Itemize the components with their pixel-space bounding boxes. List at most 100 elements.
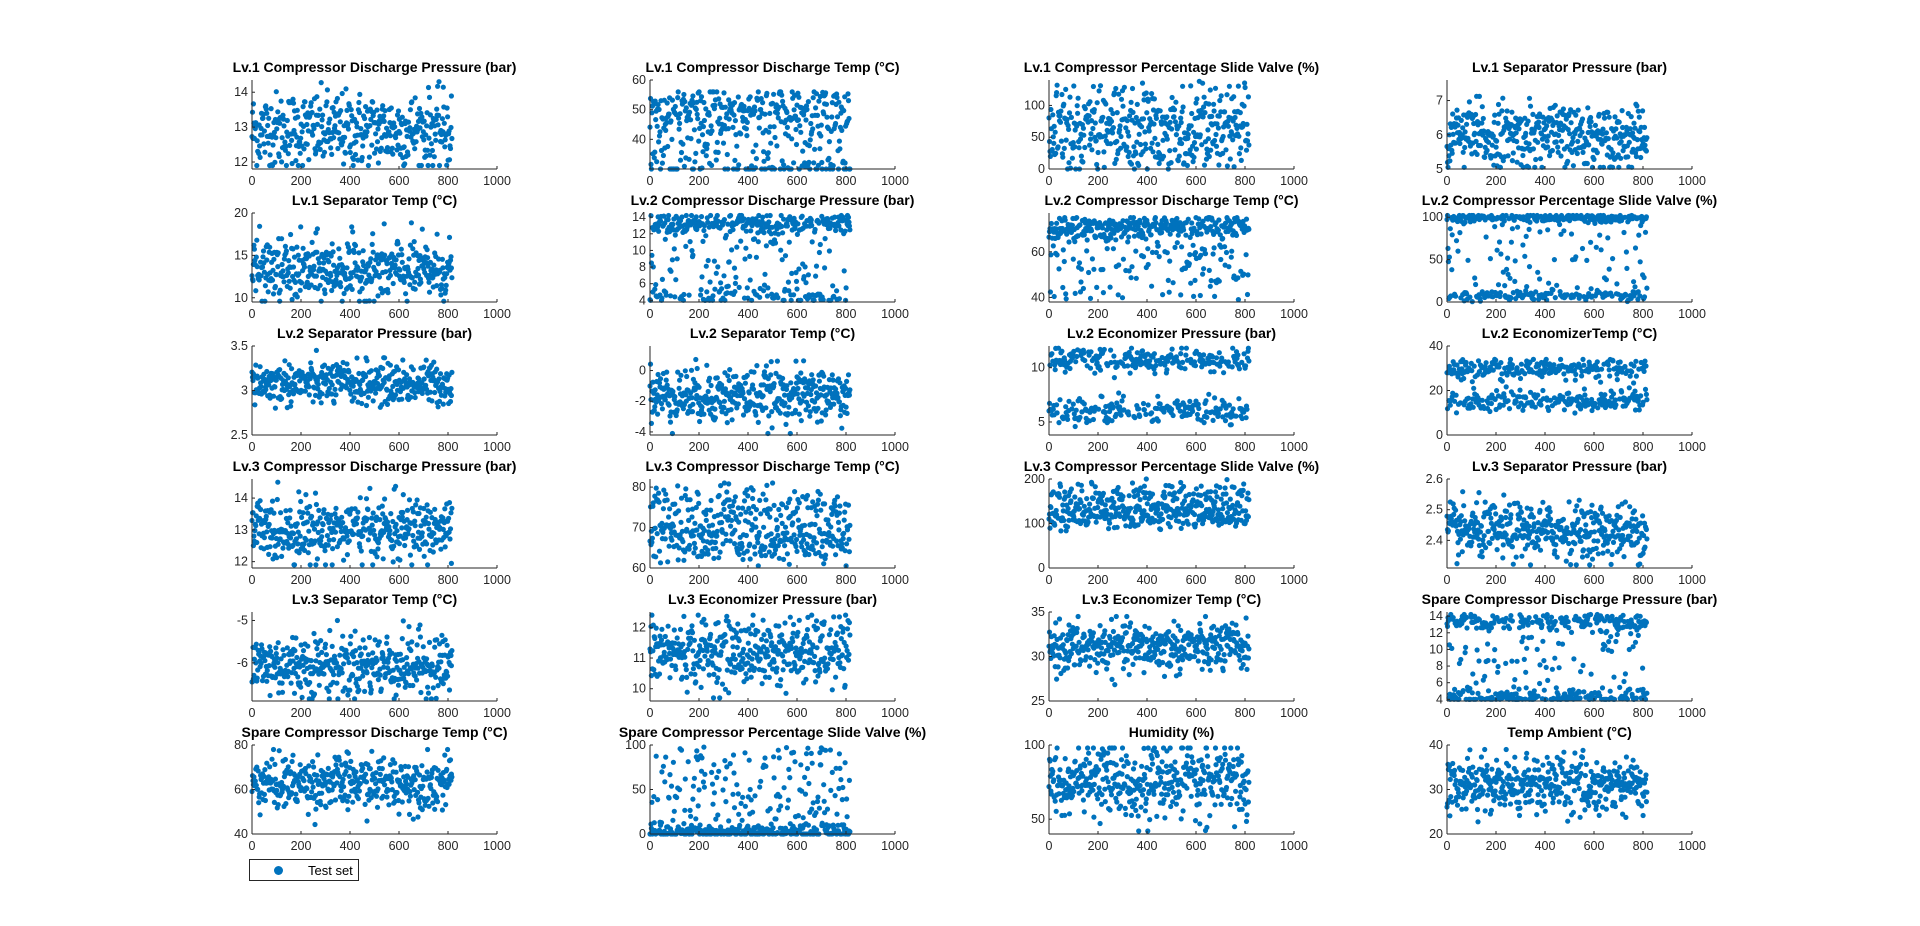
data-point [1501, 218, 1507, 224]
data-point [728, 407, 734, 413]
data-point [682, 368, 688, 374]
data-point [696, 384, 702, 390]
data-point [673, 111, 679, 118]
data-point [397, 130, 403, 136]
data-point [816, 378, 823, 384]
data-point [1550, 287, 1556, 293]
data-point [1111, 353, 1117, 359]
data-point [1066, 239, 1072, 245]
data-point [285, 270, 291, 276]
data-point [834, 94, 840, 101]
data-point [814, 112, 821, 118]
data-point [1134, 101, 1140, 107]
data-point [1458, 117, 1464, 123]
data-point [279, 236, 285, 242]
data-point [1128, 161, 1135, 167]
data-point [751, 369, 757, 375]
data-point [771, 91, 777, 97]
data-point [295, 162, 301, 169]
data-point [721, 398, 728, 404]
data-point [1084, 237, 1090, 243]
data-point [1483, 360, 1489, 366]
data-point [317, 282, 323, 288]
data-point [342, 150, 349, 156]
y-tick-label: 15 [234, 248, 248, 262]
data-point [434, 366, 440, 372]
data-point [715, 149, 721, 155]
data-point [753, 412, 759, 418]
data-point [412, 95, 418, 101]
data-point [287, 142, 293, 148]
data-point [1172, 147, 1178, 153]
data-point [1464, 121, 1470, 127]
data-point [1061, 145, 1067, 151]
data-point [1243, 147, 1250, 153]
data-point [1121, 84, 1127, 90]
data-point [734, 143, 740, 149]
data-point [822, 236, 828, 242]
data-point [1494, 138, 1500, 144]
data-point [294, 107, 300, 113]
data-point [390, 151, 396, 157]
data-point [310, 132, 316, 138]
data-point [1143, 90, 1149, 96]
data-point [1612, 114, 1618, 120]
data-point [767, 110, 773, 116]
data-point [1174, 398, 1180, 404]
data-point [1188, 280, 1194, 286]
data-point [824, 114, 830, 120]
data-point [276, 153, 282, 160]
data-point [795, 385, 801, 391]
subplot-8: Lv.2 Compressor Percentage Slide Valve (… [1422, 192, 1717, 321]
data-point [1164, 250, 1170, 256]
data-point [701, 117, 708, 124]
data-point [273, 89, 279, 95]
data-point [261, 128, 267, 134]
data-point [704, 141, 710, 148]
data-point [1537, 156, 1544, 162]
data-point [837, 380, 843, 386]
data-point [1535, 269, 1541, 275]
data-point [761, 288, 767, 294]
data-point [672, 294, 678, 300]
data-point [399, 114, 405, 120]
data-point [792, 407, 799, 413]
data-point [282, 139, 288, 145]
data-point [254, 162, 260, 169]
data-point [730, 227, 736, 233]
data-point [1183, 352, 1189, 358]
data-point [449, 275, 455, 281]
data-point [1472, 130, 1478, 136]
data-point [710, 293, 716, 299]
data-point [419, 226, 425, 232]
data-point [1506, 136, 1513, 142]
y-tick-label: 3.5 [231, 339, 248, 353]
data-point [295, 252, 301, 258]
x-tick-label: 1000 [881, 440, 909, 454]
data-point [1179, 345, 1185, 351]
data-point [1454, 107, 1460, 113]
y-tick-label: 4 [639, 293, 646, 307]
data-point [1192, 277, 1198, 283]
data-point [694, 365, 700, 372]
data-point [735, 401, 741, 407]
data-point [393, 392, 399, 398]
data-point [407, 107, 413, 113]
data-point [729, 417, 735, 423]
data-point [666, 212, 672, 219]
data-point [432, 389, 438, 396]
data-point [1465, 257, 1471, 263]
data-point [1245, 345, 1251, 351]
data-point [1618, 139, 1624, 145]
x-tick-label: 600 [389, 174, 410, 188]
x-tick-label: 600 [389, 440, 410, 454]
data-point [744, 133, 750, 139]
data-point [1244, 121, 1250, 127]
data-point [449, 369, 455, 375]
data-point [1605, 235, 1611, 241]
data-point [1226, 83, 1232, 89]
data-point [744, 119, 750, 125]
data-point [677, 157, 684, 163]
data-point [1125, 129, 1131, 135]
data-point [705, 388, 711, 395]
